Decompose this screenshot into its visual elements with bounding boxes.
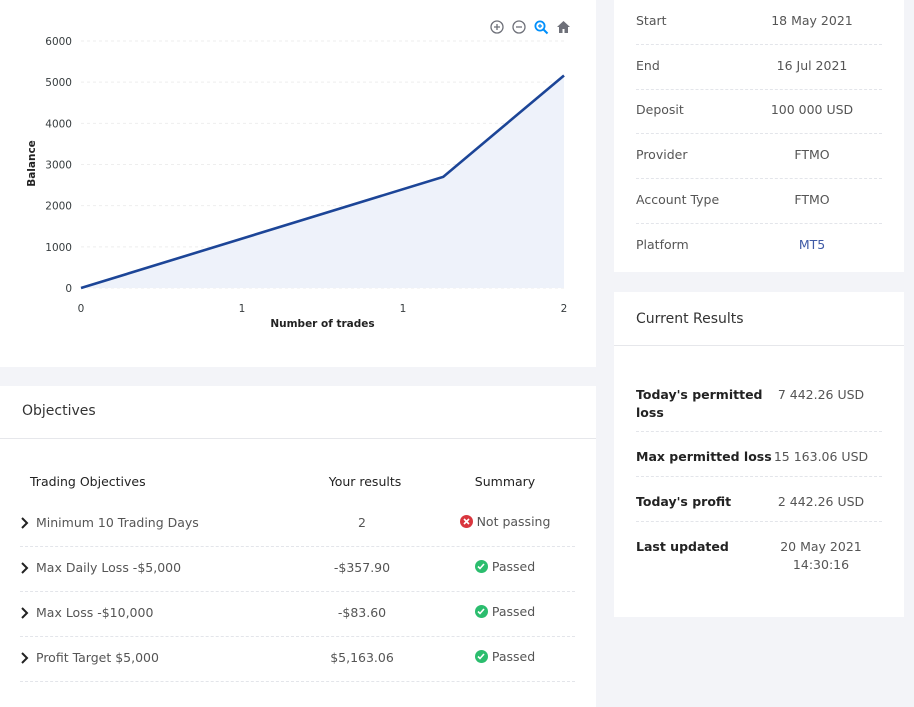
account-info-card: Start 18 May 2021 End 16 Jul 2021 Deposi… [614,0,904,272]
x-tick-label: 0 [78,303,85,315]
info-row-end: End 16 Jul 2021 [636,45,882,90]
balance-area [81,75,564,288]
zoom-in-icon[interactable] [488,18,506,36]
status-text: Passed [491,604,536,619]
status-text: Passed [491,559,536,574]
objective-summary: Not passing [440,514,570,529]
x-tick-label: 1 [400,303,407,315]
zoom-out-icon[interactable] [510,18,528,36]
info-row-provider: Provider FTMO [636,134,882,179]
check-circle-icon [474,605,488,618]
result-value: 15 163.06 USD [773,449,869,464]
info-value: FTMO [794,192,830,207]
objective-name: Max Daily Loss -$5,000 [36,560,182,575]
balance-chart-card: 0 1000 2000 3000 4000 5000 6000 0 1 1 2 Number of t… [0,0,596,367]
result-label: Max permitted loss [636,449,772,464]
header-trading-objectives: Trading Objectives [30,474,146,489]
x-axis-title: Number of trades [270,318,374,330]
status-text: Not passing [476,514,551,529]
info-label: End [636,58,660,73]
info-label: Provider [636,147,688,162]
info-value: 100 000 USD [770,102,854,117]
y-axis-title: Balance [26,140,38,187]
y-tick-label: 5000 [45,77,72,89]
objective-name: Profit Target $5,000 [36,650,159,665]
info-value: 18 May 2021 [771,13,853,28]
objective-result: $5,163.06 [330,650,394,665]
x-circle-icon [459,515,473,528]
result-row-max-permitted-loss: Max permitted loss 15 163.06 USD [636,432,882,477]
objective-result: -$83.60 [337,605,387,620]
chevron-right-icon[interactable] [20,607,30,619]
results-title: Current Results [636,311,744,327]
home-icon[interactable] [554,18,572,36]
info-label: Account Type [636,192,720,207]
check-circle-icon [474,650,488,663]
header-summary: Summary [474,474,536,489]
result-label: Last updated [636,539,729,554]
info-label: Platform [636,237,689,252]
objective-name: Minimum 10 Trading Days [36,515,199,530]
objectives-card: Objectives Trading Objectives Your resul… [0,386,596,707]
info-value: FTMO [794,147,830,162]
y-tick-label: 3000 [45,160,72,172]
result-value: 7 442.26 USD [777,387,865,402]
info-row-start: Start 18 May 2021 [636,0,882,45]
result-label: Today's profit [636,494,732,509]
result-row-todays-profit: Today's profit 2 442.26 USD [636,477,882,522]
current-results-card: Current Results Today's permitted loss 7 … [614,292,904,617]
platform-link[interactable]: MT5 [798,237,826,252]
objective-name: Max Loss -$10,000 [36,605,154,620]
info-row-deposit: Deposit 100 000 USD [636,89,882,134]
objective-row[interactable]: Profit Target $5,000 $5,163.06 Passed [20,637,575,682]
y-tick-label: 4000 [45,118,72,130]
info-row-account-type: Account Type FTMO [636,179,882,224]
info-row-platform: Platform MT5 [636,224,882,269]
objective-result: 2 [358,515,366,530]
objective-result: -$357.90 [333,560,391,575]
result-value: 20 May 2021 14:30:16 [780,539,862,572]
objectives-divider [0,438,596,439]
chevron-right-icon[interactable] [20,517,30,529]
info-label: Deposit [636,102,684,117]
balance-line [80,74,565,290]
y-tick-label: 2000 [45,201,72,213]
chart-toolbar [488,18,572,36]
check-circle-icon [474,560,488,573]
header-your-results: Your results [328,474,402,489]
status-text: Passed [491,649,536,664]
balance-chart: 0 1000 2000 3000 4000 5000 6000 0 1 1 2 Number of t… [26,36,568,330]
x-tick-label: 2 [561,303,568,315]
info-label: Start [636,13,667,28]
info-value: 16 Jul 2021 [776,58,848,73]
chevron-right-icon[interactable] [20,562,30,574]
x-tick-label: 1 [239,303,246,315]
objective-row[interactable]: Max Loss -$10,000 -$83.60 Passed [20,592,575,637]
magnifier-icon[interactable] [532,18,550,36]
y-tick-label: 1000 [45,242,72,254]
result-row-last-updated: Last updated 20 May 2021 14:30:16 [636,522,882,582]
objectives-title: Objectives [22,403,96,419]
objective-summary: Passed [440,559,570,574]
objective-row[interactable]: Minimum 10 Trading Days 2 Not passing [20,502,575,547]
y-tick-label: 0 [65,283,72,295]
result-row-today-permitted-loss: Today's permitted loss 7 442.26 USD [636,378,882,432]
result-label: Today's permitted loss [636,387,763,420]
objective-summary: Passed [440,604,570,619]
results-divider [614,345,904,346]
y-tick-label: 6000 [45,36,72,48]
objective-summary: Passed [440,649,570,664]
objective-row[interactable]: Max Daily Loss -$5,000 -$357.90 Passed [20,547,575,592]
result-value: 2 442.26 USD [777,494,865,509]
chevron-right-icon[interactable] [20,652,30,664]
